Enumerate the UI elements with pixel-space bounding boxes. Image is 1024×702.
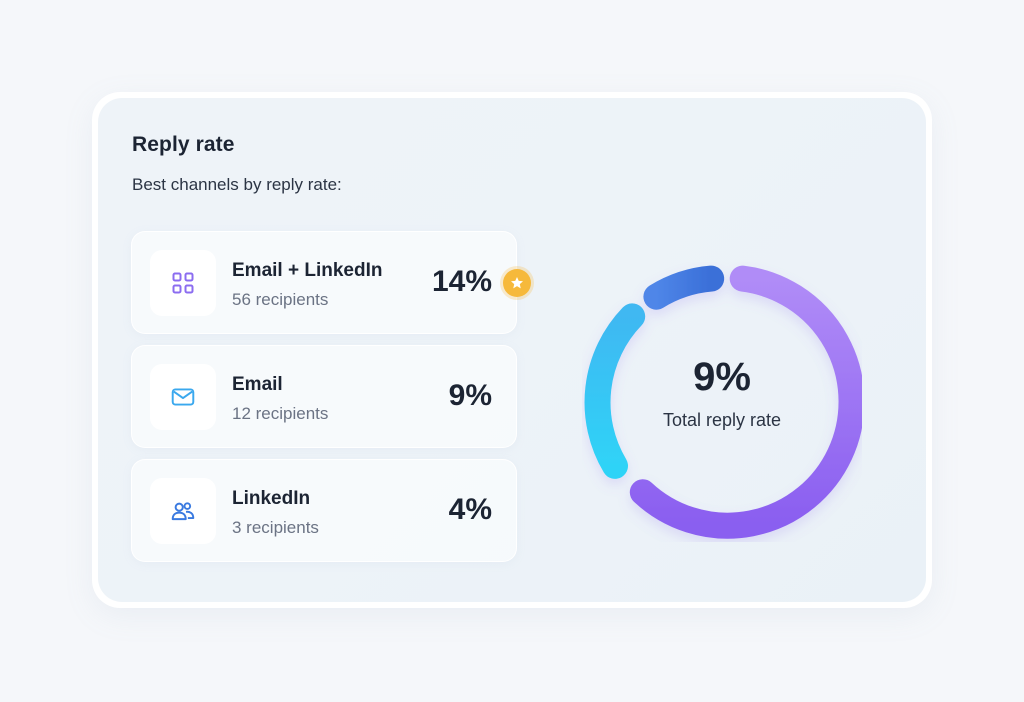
donut-segment-blue xyxy=(643,265,725,310)
channel-name: Email xyxy=(232,374,283,395)
channel-row-email[interactable]: Email 12 recipients 9% xyxy=(131,345,517,448)
channel-icon-box xyxy=(150,250,216,316)
channel-rate: 9% xyxy=(448,379,492,412)
channel-name: Email + LinkedIn xyxy=(232,260,383,281)
channel-rate: 4% xyxy=(448,493,492,526)
mail-icon xyxy=(171,388,195,406)
total-reply-rate-value: 9% xyxy=(693,355,751,399)
channel-row-email-linkedin[interactable]: Email + LinkedIn 56 recipients 14% xyxy=(131,231,517,334)
channel-icon-box xyxy=(150,364,216,430)
channel-recipients: 56 recipients xyxy=(232,290,329,309)
total-reply-rate-donut xyxy=(582,262,865,542)
donut-segment-cyan xyxy=(584,303,646,479)
channel-name: LinkedIn xyxy=(232,488,311,509)
star-icon xyxy=(511,277,523,289)
channel-icon-box xyxy=(150,478,216,544)
grid-icon xyxy=(172,272,194,294)
donut-segment-purple xyxy=(629,265,865,539)
channel-recipients: 12 recipients xyxy=(232,404,329,423)
card-subtitle: Best channels by reply rate: xyxy=(132,175,342,194)
channel-recipients: 3 recipients xyxy=(232,518,319,537)
channel-rate: 14% xyxy=(431,265,492,298)
card-title: Reply rate xyxy=(132,133,235,156)
top-channel-star-badge xyxy=(503,269,531,297)
users-icon xyxy=(171,502,195,521)
channel-row-linkedin[interactable]: LinkedIn 3 recipients 4% xyxy=(131,459,517,562)
total-reply-rate-label: Total reply rate xyxy=(662,410,782,430)
